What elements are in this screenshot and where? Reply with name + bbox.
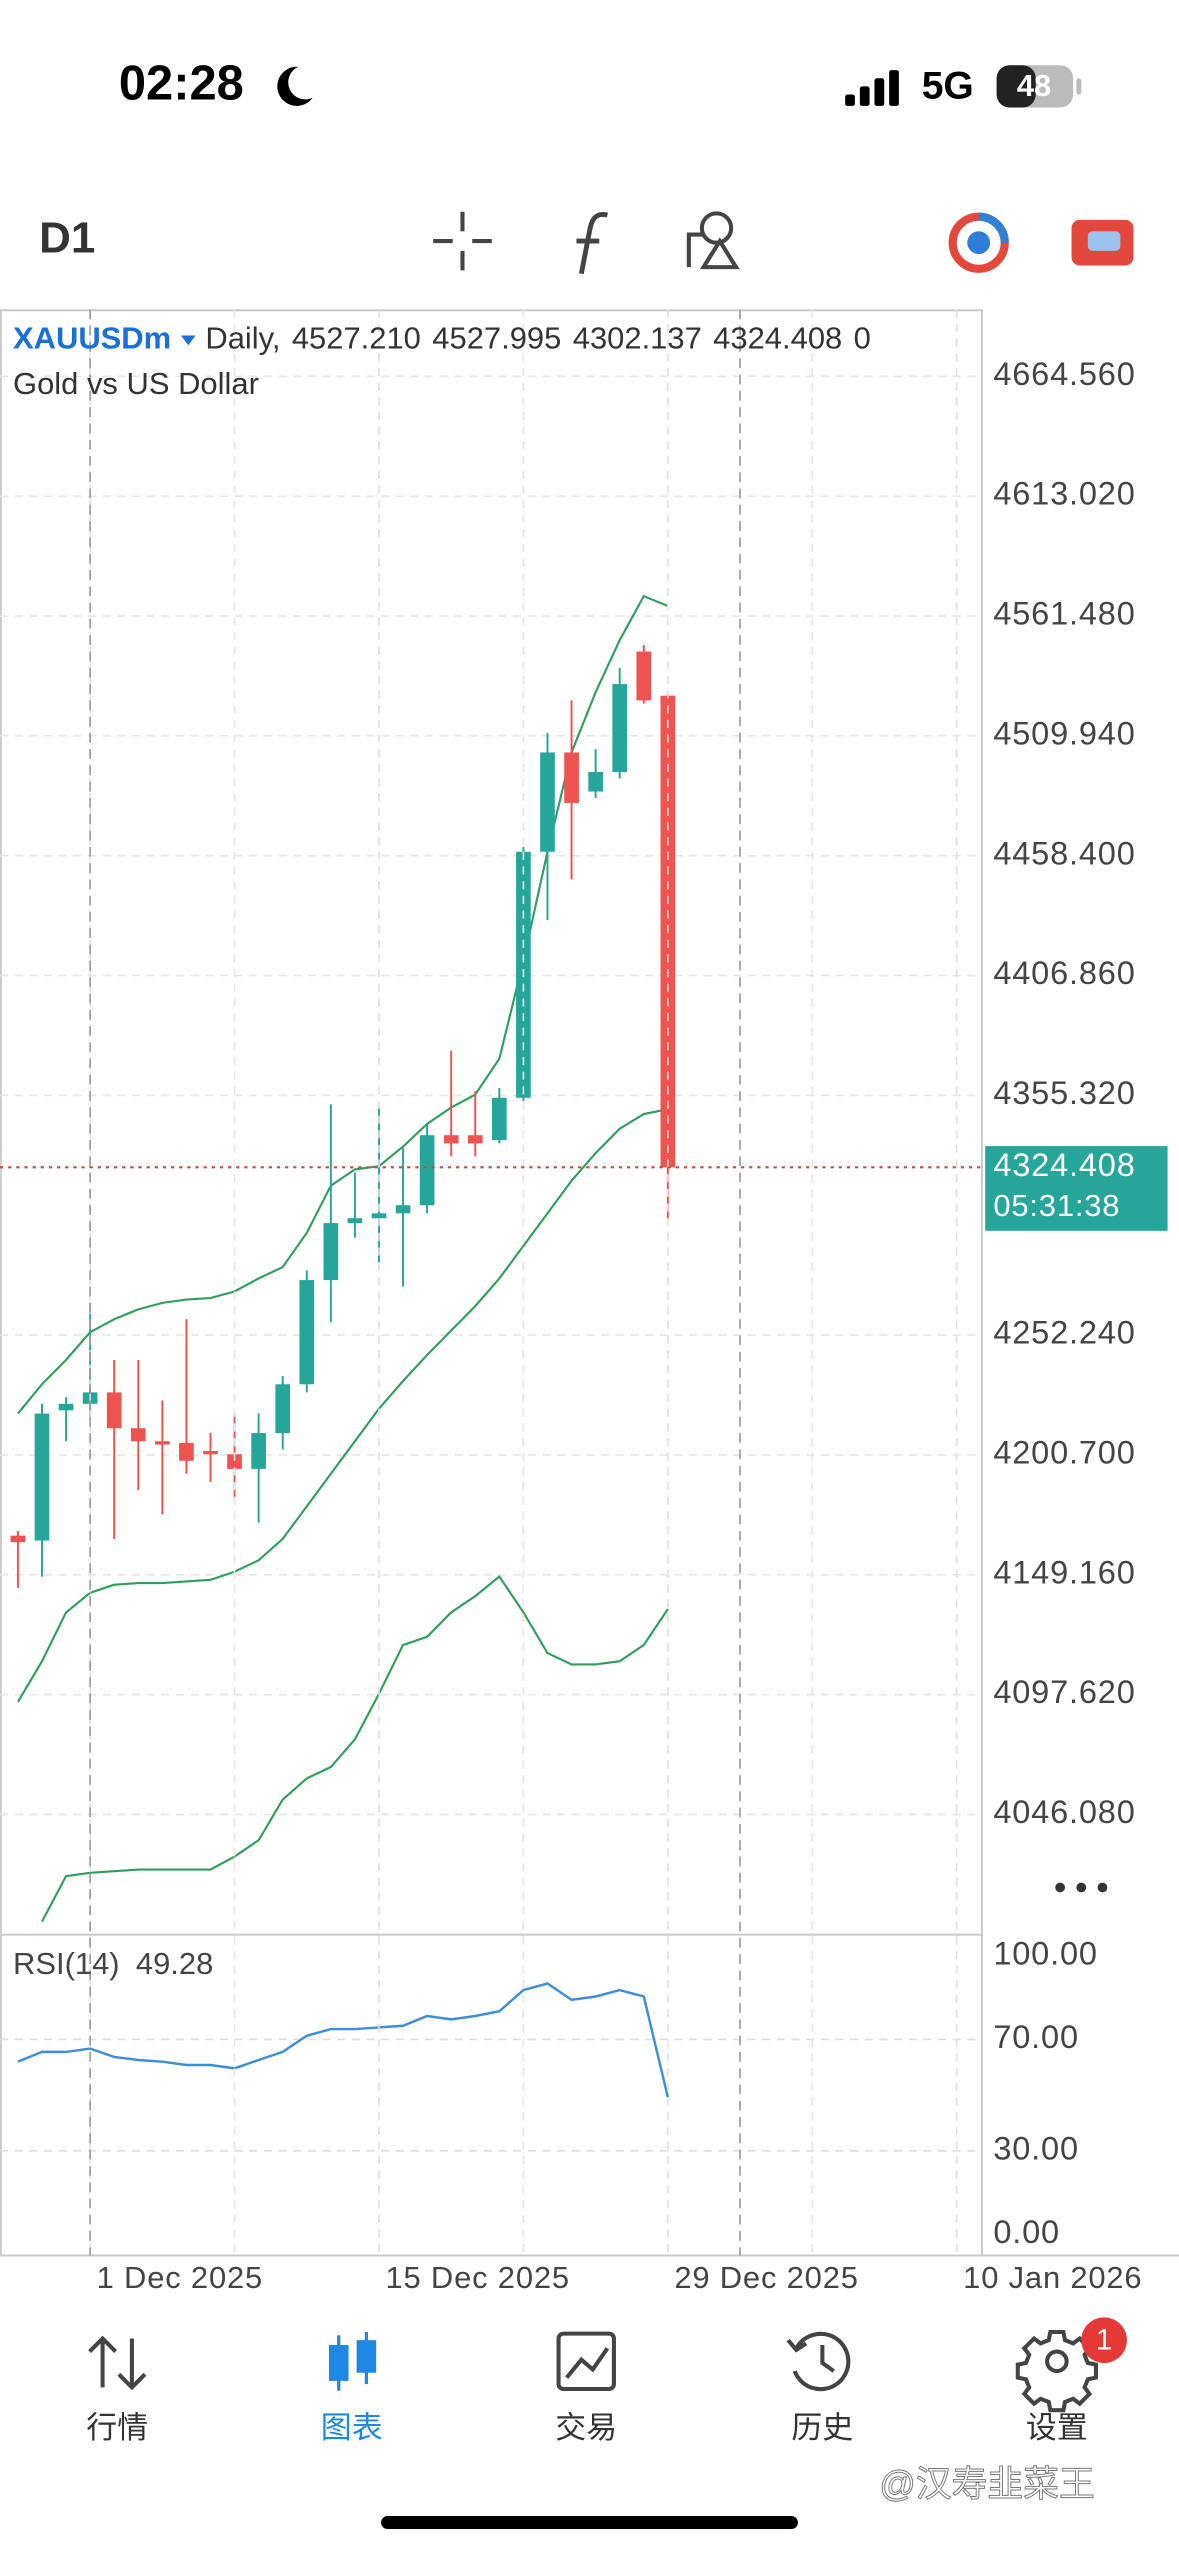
objects-button[interactable] — [686, 211, 740, 270]
period: Daily, — [205, 321, 280, 356]
candle-body — [540, 752, 555, 852]
nav-label[interactable]: 图表 — [321, 2410, 383, 2445]
candle-body — [155, 1441, 170, 1445]
trade-button[interactable] — [1071, 219, 1134, 266]
y-tick-label: 4252.240 — [993, 1315, 1135, 1351]
candle-body — [179, 1442, 194, 1461]
nav-label[interactable]: 设置 — [1026, 2410, 1088, 2445]
candle-body — [564, 752, 579, 803]
more-button[interactable] — [1055, 1882, 1108, 1893]
candle-body — [275, 1384, 291, 1434]
candle-body — [395, 1205, 411, 1214]
y-tick-label: 4149.160 — [993, 1554, 1135, 1590]
countdown: 05:31:38 — [993, 1188, 1120, 1223]
candle-body — [371, 1213, 387, 1219]
candle-body — [251, 1433, 266, 1469]
candle-body — [612, 684, 628, 772]
rsi-line — [17, 1982, 670, 2098]
high-label: 4527.995 — [432, 321, 561, 356]
y-tick-label: 4664.560 — [993, 356, 1135, 392]
account-button[interactable] — [948, 212, 1009, 273]
rsi-tick-label: 100.00 — [993, 1935, 1097, 1971]
crosshair-button[interactable] — [433, 211, 492, 271]
status-time: 02:28 — [119, 56, 244, 110]
y-tick-label: 4097.620 — [993, 1674, 1135, 1710]
band-middle — [17, 1108, 669, 1703]
open-label: 4527.210 — [292, 321, 421, 356]
nav-label[interactable]: 交易 — [555, 2410, 617, 2445]
x-tick-label: 15 Dec 2025 — [385, 2260, 569, 2295]
candle-body — [203, 1450, 218, 1455]
home-indicator — [381, 2516, 798, 2530]
candle-body — [34, 1413, 50, 1541]
settings-badge-count: 1 — [1096, 2324, 1112, 2357]
last-price-label: 4324.408 — [993, 1147, 1135, 1183]
candle-body — [323, 1223, 339, 1281]
close-label: 4324.408 — [713, 321, 842, 356]
moon-icon — [277, 66, 313, 106]
nav-label[interactable]: 行情 — [86, 2410, 148, 2445]
x-tick-label: 10 Jan 2026 — [963, 2260, 1142, 2295]
nav-icon-history[interactable] — [786, 2331, 851, 2392]
y-tick-label: 4613.020 — [993, 476, 1135, 512]
symbol[interactable]: XAUUSDm — [13, 321, 171, 356]
indicator-button[interactable] — [576, 211, 609, 275]
y-tick-label: 4458.400 — [993, 835, 1135, 871]
rsi-plot — [0, 1982, 982, 2152]
y-tick-label: 4200.700 — [993, 1435, 1135, 1471]
last-price-box — [985, 1146, 1168, 1231]
battery-icon — [996, 65, 1082, 108]
candle-body — [130, 1428, 146, 1442]
candle-body — [10, 1535, 26, 1543]
rsi-tick-label: 70.00 — [993, 2019, 1079, 2055]
nav-icon-trade[interactable] — [556, 2331, 616, 2392]
volume-label: 0 — [854, 321, 871, 356]
nav-icon-chart[interactable] — [328, 2332, 377, 2391]
rsi-title: RSI(14) — [13, 1946, 120, 1981]
x-tick-label: 1 Dec 2025 — [97, 2260, 263, 2295]
settings-badge — [1081, 2317, 1127, 2363]
ohlc-header: Daily, 4527.210 4527.995 4302.137 4324.408 0 — [205, 321, 870, 356]
nav-label[interactable]: 历史 — [791, 2410, 853, 2445]
candle-body — [299, 1280, 315, 1385]
symbol-description: Gold vs US Dollar — [13, 366, 259, 401]
network: 5G — [922, 64, 974, 107]
nav-icon-quotes[interactable] — [88, 2335, 147, 2391]
signal-icon — [845, 70, 899, 106]
y-tick-label: 4046.080 — [993, 1794, 1135, 1830]
candle-body — [58, 1403, 74, 1411]
timeframe-button[interactable]: D1 — [39, 214, 95, 263]
y-tick-label: 4509.940 — [993, 715, 1135, 751]
candle-body — [106, 1392, 122, 1429]
battery-level: 48 — [1017, 68, 1051, 103]
watermark: @汉寿韭菜王 — [879, 2464, 1094, 2504]
rsi-value: 49.28 — [136, 1946, 213, 1981]
y-tick-label: 4406.860 — [993, 955, 1135, 991]
main-plot — [0, 375, 982, 1923]
x-tick-label: 29 Dec 2025 — [674, 2260, 858, 2295]
rsi-tick-label: 0.00 — [993, 2214, 1060, 2250]
y-tick-label: 4561.480 — [993, 596, 1135, 632]
candle-body — [419, 1135, 435, 1206]
candle-body — [636, 651, 652, 701]
candle-body — [492, 1097, 507, 1141]
low-label: 4302.137 — [573, 321, 702, 356]
candle-body — [443, 1135, 459, 1144]
y-tick-label: 4355.320 — [993, 1075, 1135, 1111]
band-upper — [17, 594, 669, 1415]
rsi-tick-label: 30.00 — [993, 2130, 1079, 2166]
chart-layer: 4664.560 4613.020 4561.480 4509.940 4458.400… — [0, 309, 1168, 2295]
candle-body — [467, 1135, 483, 1144]
candle-body — [347, 1218, 363, 1224]
candle-body — [227, 1454, 242, 1469]
band-lower — [41, 1575, 669, 1923]
candle-body — [588, 771, 603, 792]
symbol-dropdown[interactable] — [180, 335, 196, 346]
